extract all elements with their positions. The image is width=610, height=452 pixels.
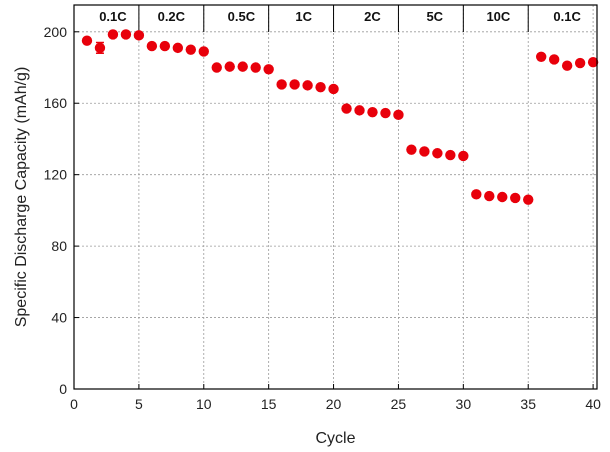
y-tick-label: 120 [44,167,68,183]
data-point [224,61,235,72]
data-point [587,56,599,68]
data-point [445,149,456,161]
data-point [432,148,443,159]
data-points [81,29,599,205]
x-tick-label: 30 [456,396,472,412]
data-point [198,46,209,57]
data-point [561,60,573,71]
data-point [120,29,132,40]
data-point [159,40,171,52]
rate-segment-boundaries [138,5,529,32]
data-point [81,35,93,46]
x-tick-labels: 0 5 10 15 20 25 30 35 40 [70,396,601,412]
data-point [510,192,521,204]
y-tick-label: 80 [51,238,67,254]
data-point [237,61,248,72]
y-tick-label: 0 [59,381,67,397]
data-point [535,51,547,62]
data-point [328,83,339,95]
axis-ticks [73,31,594,390]
data-point [185,44,196,55]
plot-frame [73,4,598,390]
data-point [406,144,417,155]
x-tick-label: 0 [70,396,78,412]
data-point [302,80,313,91]
data-point [484,190,495,202]
rate-labels: 0.1C 0.2C 0.5C 1C 2C 5C 10C 0.1C [99,9,581,24]
rate-label: 2C [364,9,381,24]
data-point [172,42,184,54]
data-point [263,64,274,75]
data-point [211,62,222,73]
data-point [250,62,261,73]
y-tick-label: 160 [44,95,68,111]
data-point [458,150,469,162]
y-tick-label: 40 [51,310,67,326]
data-point [380,107,391,119]
data-point [419,146,430,157]
rate-label: 5C [426,9,443,24]
x-tick-label: 25 [391,396,407,412]
x-tick-label: 35 [520,396,536,412]
data-point [393,109,404,121]
x-tick-label: 10 [196,396,212,412]
rate-label: 10C [486,9,510,24]
data-point [497,191,508,203]
data-point [574,57,586,69]
rate-label: 0.1C [553,9,581,24]
data-point [276,79,287,90]
rate-label: 1C [295,9,312,24]
data-point [523,194,534,205]
data-point [354,105,365,116]
data-point [94,42,106,54]
data-point [341,103,352,114]
x-tick-label: 20 [326,396,342,412]
grid-lines [74,5,597,389]
x-tick-label: 5 [135,396,143,412]
data-point [367,106,378,118]
data-point [289,79,300,90]
data-point [133,30,145,41]
data-point [107,29,119,40]
y-axis-title: Specific Discharge Capacity (mAh/g) [13,67,30,328]
rate-label: 0.1C [99,9,127,24]
y-tick-labels: 0 40 80 120 160 200 [44,24,68,397]
rate-label: 0.5C [228,9,256,24]
data-point [315,81,326,93]
data-point [146,40,158,52]
rate-label: 0.2C [158,9,186,24]
data-point [471,189,482,200]
x-tick-label: 40 [585,396,601,412]
y-tick-label: 200 [44,24,68,40]
x-tick-label: 15 [261,396,277,412]
x-axis-title: Cycle [315,430,355,447]
data-point [548,54,560,65]
